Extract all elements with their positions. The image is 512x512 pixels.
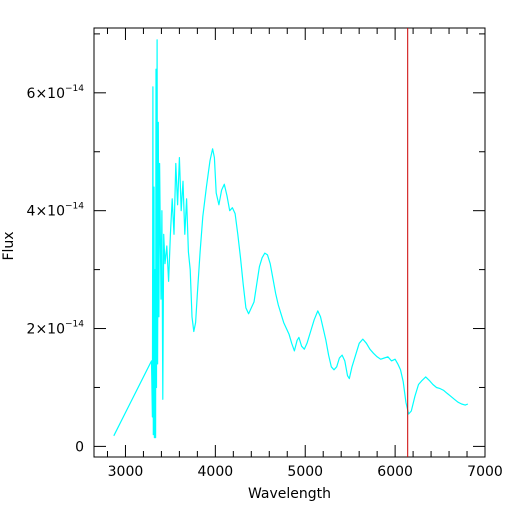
x-tick-label: 4000 — [198, 464, 234, 480]
x-tick-label: 5000 — [287, 464, 323, 480]
x-axis-label: Wavelength — [248, 486, 331, 502]
y-tick-label: 0 — [75, 439, 84, 455]
y-tick-label: 2×10−14 — [27, 320, 85, 338]
y-tick-label: 6×10−14 — [27, 84, 85, 102]
flux-spectrum-line — [113, 39, 469, 439]
x-tick-label: 7000 — [467, 464, 503, 480]
x-tick-label: 6000 — [377, 464, 413, 480]
axis-ticks — [94, 28, 486, 457]
x-tick-label: 3000 — [108, 464, 144, 480]
tick-labels: 3000 4000 5000 6000 7000 0 2×10−14 4×10−14 6×10−… — [27, 84, 503, 480]
plot-frame — [93, 27, 486, 458]
series-layer — [113, 39, 469, 439]
y-axis-label: Flux — [1, 231, 17, 260]
y-tick-label: 4×10−14 — [27, 202, 85, 220]
